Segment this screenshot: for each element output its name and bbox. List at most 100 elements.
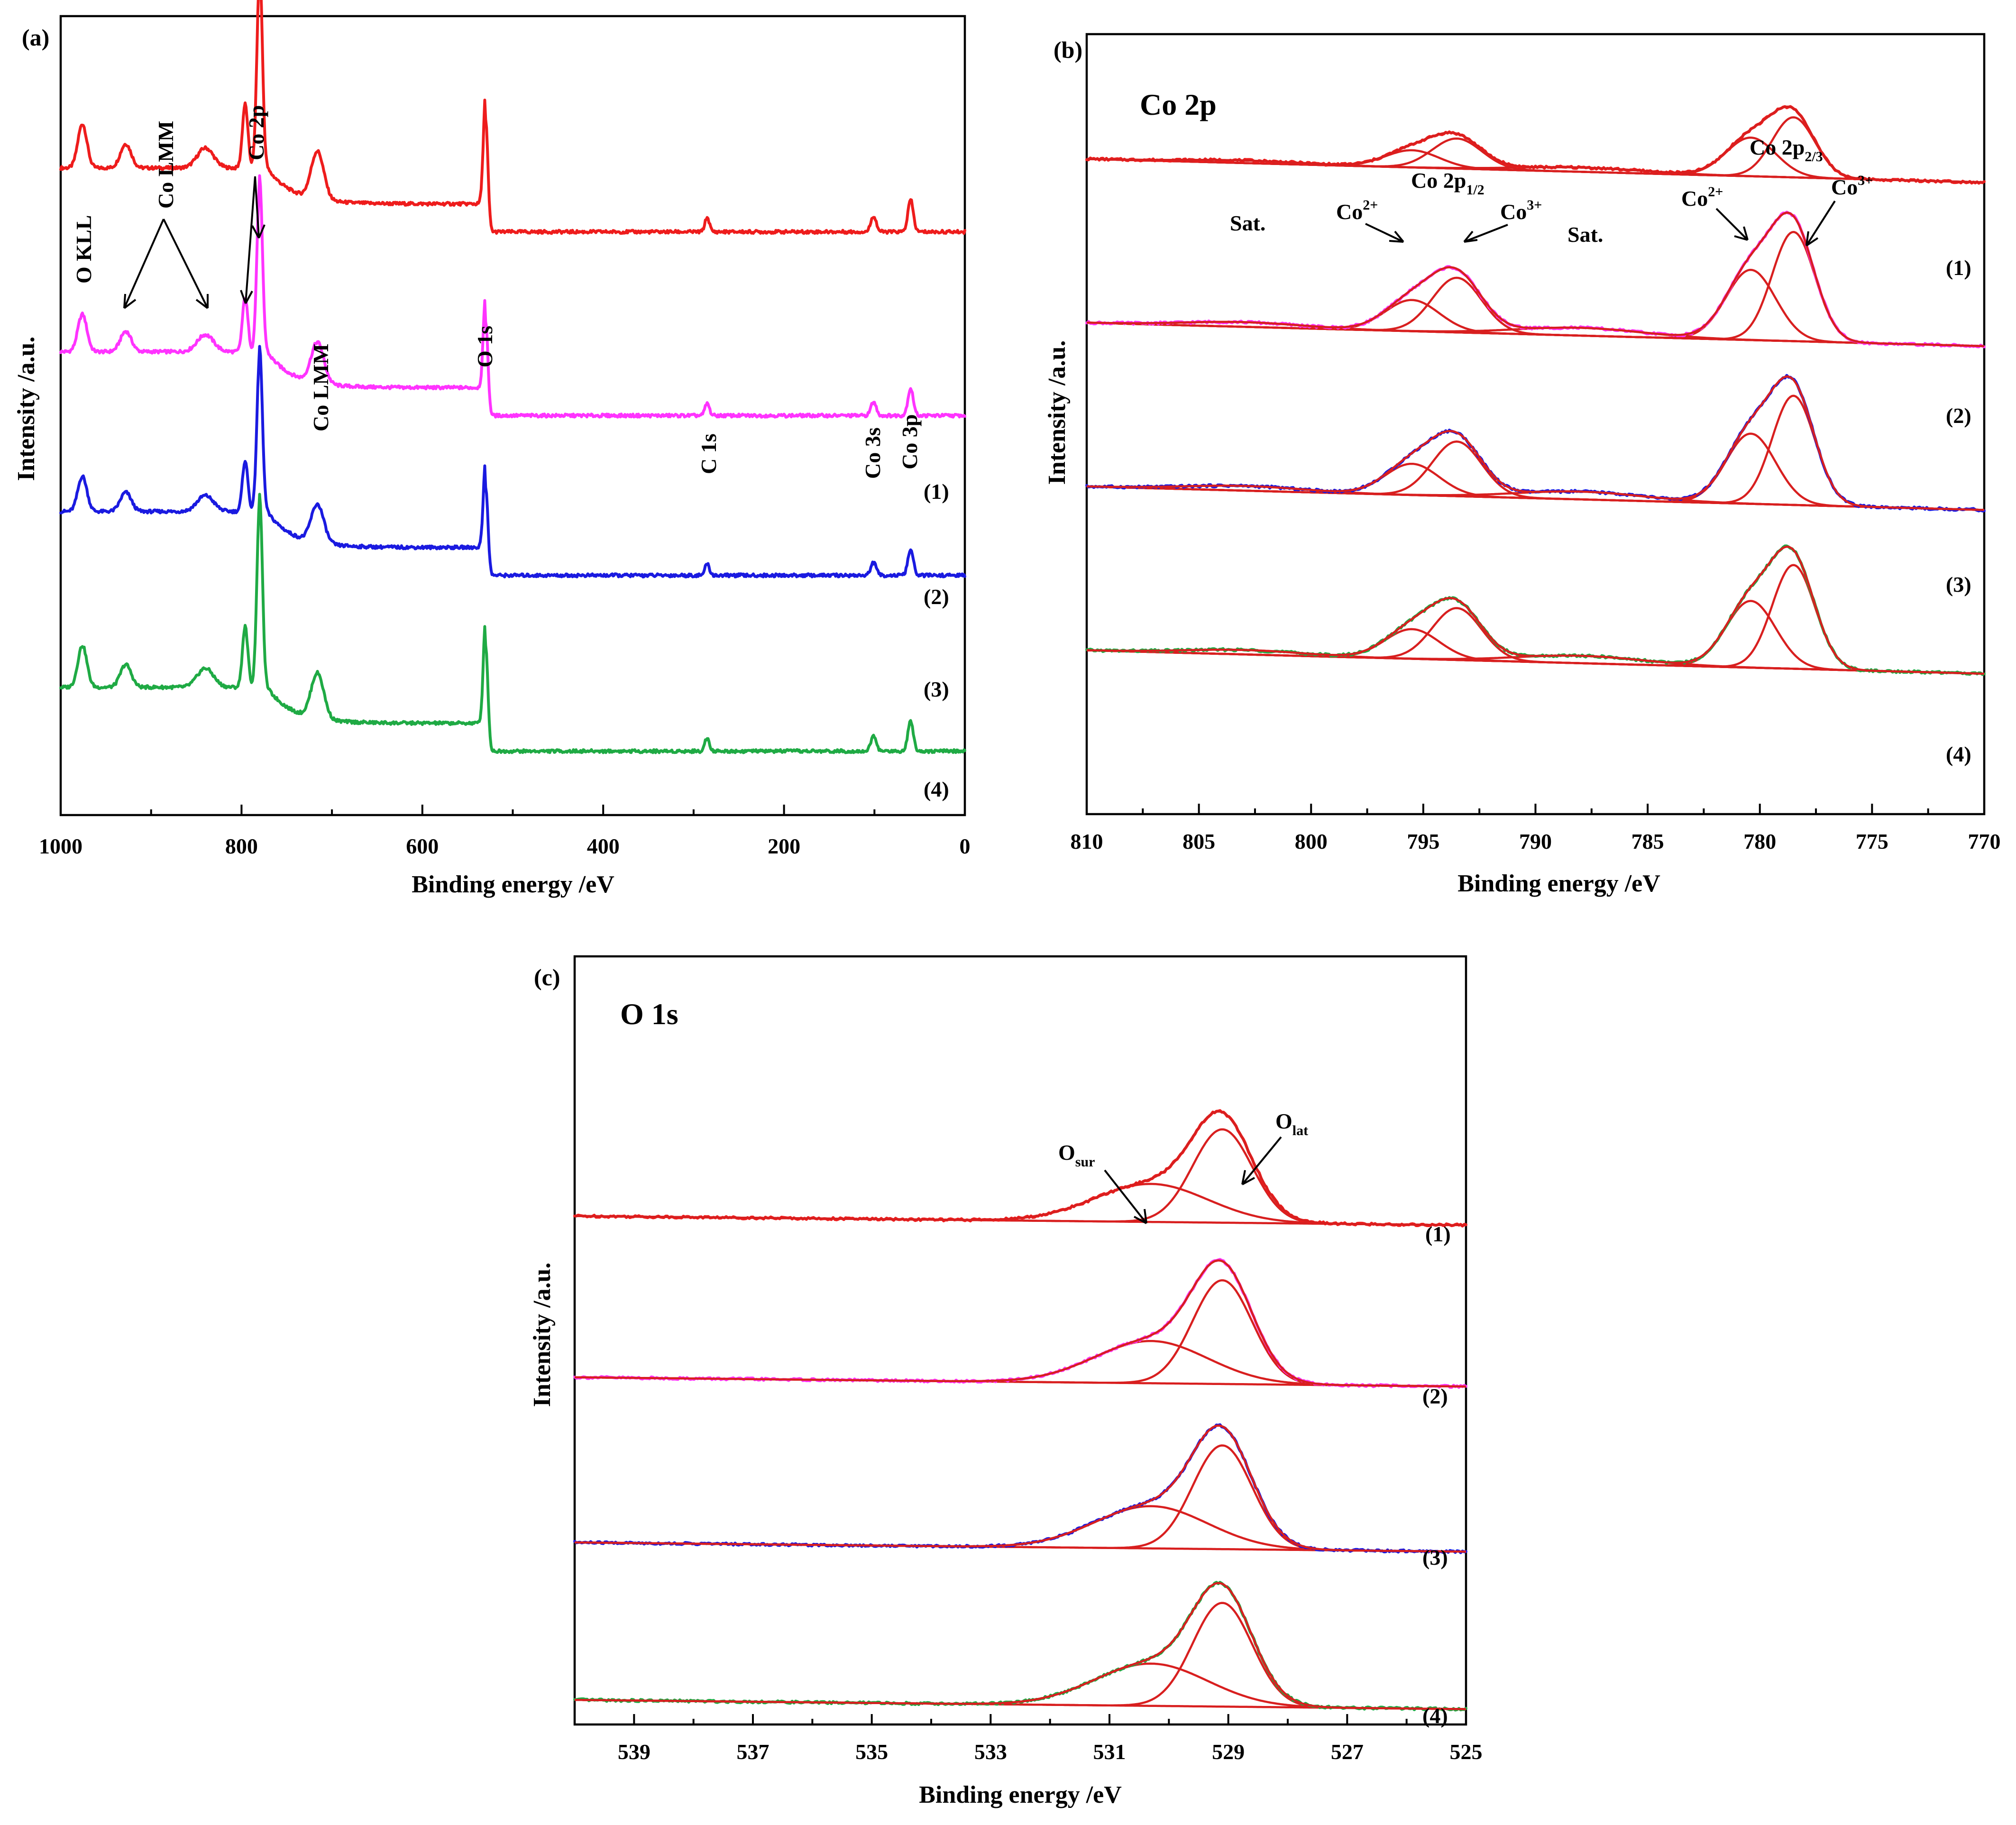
survey-trace-2 [59, 174, 966, 419]
panel-b-co2p23: Co 2p2/3 [1750, 135, 1823, 165]
survey-trace-4 [59, 493, 966, 754]
x-tick-label: 790 [1519, 829, 1552, 853]
panel-b-xlabel: Binding energy /eV [1457, 870, 1660, 897]
panel-a-ylabel: Intensity /a.u. [13, 337, 40, 481]
fit-envelope-1 [575, 1110, 1466, 1227]
panel-c-title: O 1s [620, 997, 678, 1031]
panel-b-ylabel: Intensity /a.u. [1044, 340, 1071, 485]
x-tick-label: 785 [1631, 829, 1664, 853]
panel-b-co3-right-main: Co [1831, 175, 1858, 199]
fit-envelope-3 [1086, 375, 1984, 511]
arrow-co-2p-a [240, 176, 256, 304]
arrow-co-lmm-b [163, 219, 209, 309]
x-tick-label: 800 [225, 834, 258, 858]
fit-component-1-2 [575, 1128, 1466, 1227]
panel-c-olat: Olat [1275, 1109, 1308, 1138]
panel-b-co3-right: Co3+ [1831, 173, 1873, 199]
experimental-trace-2 [573, 1258, 1467, 1389]
x-tick-label: 400 [587, 834, 620, 858]
fit-envelope-4 [575, 1582, 1466, 1710]
panel-c-osur-sub: sur [1075, 1154, 1095, 1170]
panel-b-co3-left-sup: 3+ [1527, 197, 1542, 213]
panel-c-o1s: 539 537 535 533 531 529 527 525 (c) O 1s Bindin… [529, 955, 1483, 1808]
panel-c-arrow-osur [1104, 1169, 1147, 1224]
panel-a-label: (a) [22, 24, 49, 51]
panel-b-co2-right: Co2+ [1681, 184, 1723, 211]
x-tick-label: 795 [1407, 829, 1439, 853]
fit-envelope-2 [575, 1259, 1466, 1388]
panel-b-co2p12: Co 2p1/2 [1411, 168, 1485, 198]
x-tick-label: 810 [1071, 829, 1103, 853]
panel-b-arrow-co3-left [1463, 224, 1508, 243]
panel-b-co2-left-sup: 2+ [1363, 197, 1378, 213]
experimental-trace-4 [573, 1581, 1467, 1712]
x-tick-label: 600 [406, 834, 439, 858]
panel-b-sat-1: Sat. [1230, 211, 1265, 235]
panel-a-sample-1: (1) [924, 479, 949, 504]
fit-component-4-2 [575, 1602, 1466, 1710]
panel-b-co3-right-sup: 3+ [1858, 173, 1873, 188]
panel-b-ticks: 810 805 800 795 790 785 780 775 770 [1071, 804, 2001, 853]
panel-c-frame [573, 955, 1467, 1726]
x-tick-label: 535 [855, 1740, 888, 1764]
panel-c-osur: Osur [1058, 1140, 1095, 1170]
x-tick-label: 780 [1743, 829, 1776, 853]
x-tick-label: 200 [768, 834, 800, 858]
panel-b-arrow-co3-right [1805, 200, 1836, 247]
fit-component-1-6 [1086, 116, 1984, 183]
panel-b-co2-right-main: Co [1681, 186, 1708, 211]
panel-a-xlabel: Binding energy /eV [412, 871, 614, 898]
panel-c-label: (c) [534, 964, 560, 990]
panel-c-sample-3: (3) [1422, 1545, 1448, 1569]
panel-c-olat-sub: lat [1292, 1123, 1308, 1138]
panel-b-sat-2: Sat. [1567, 222, 1603, 247]
x-tick-label: 800 [1295, 829, 1328, 853]
fit-component-3-2 [575, 1444, 1466, 1553]
fit-envelope-2 [1086, 211, 1985, 348]
anno-co-lmm-1: Co LMM [154, 121, 178, 209]
panel-a-traces [59, 0, 966, 754]
anno-c-1s: C 1s [696, 433, 721, 474]
panel-c-sample-4: (4) [1422, 1704, 1448, 1728]
panel-c-sample-2: (2) [1422, 1384, 1448, 1408]
panel-c-ticks: 539 537 535 533 531 529 527 525 [618, 1714, 1483, 1764]
panel-c-traces [573, 1109, 1467, 1712]
panel-a-ticks: 1000 800 600 400 200 0 [39, 805, 971, 858]
panel-b-sample-1: (1) [1946, 256, 1971, 280]
panel-b-sample-2: (2) [1946, 404, 1971, 428]
x-tick-label: 525 [1450, 1740, 1483, 1764]
x-tick-label: 1000 [39, 834, 82, 858]
panel-c-arrow-olat [1241, 1136, 1282, 1185]
panel-b-co2p: 810 805 800 795 790 785 780 775 770 (b) Co 2p Bi… [1044, 33, 2001, 897]
panel-c-xlabel: Binding energy /eV [919, 1781, 1122, 1808]
panel-b-arrow-co2-left [1365, 223, 1404, 243]
anno-o-1s: O 1s [473, 326, 497, 367]
panel-c-ylabel: Intensity /a.u. [529, 1263, 556, 1407]
fit-component-3-3 [1086, 440, 1984, 511]
panel-a-sample-2: (2) [924, 585, 949, 609]
panel-b-frame [1085, 33, 1986, 816]
panel-b-traces [1085, 105, 1986, 676]
panel-b-title: Co 2p [1140, 88, 1217, 121]
x-tick-label: 527 [1331, 1740, 1364, 1764]
panel-c-osur-main: O [1058, 1140, 1075, 1165]
x-tick-label: 537 [737, 1740, 770, 1764]
panel-b-arrow-co2-right [1715, 208, 1749, 241]
x-tick-label: 533 [974, 1740, 1007, 1764]
arrow-co-2p-b [251, 176, 266, 238]
panel-b-label: (b) [1054, 37, 1082, 63]
anno-co-3s: Co 3s [861, 427, 885, 479]
anno-co-lmm-2: Co LMM [309, 344, 333, 431]
panel-c-olat-main: O [1275, 1109, 1292, 1133]
panel-b-co2-left-main: Co [1336, 200, 1363, 224]
fit-component-2-3 [1087, 276, 1985, 348]
fit-envelope-1 [1087, 105, 1984, 183]
x-tick-label: 529 [1212, 1740, 1245, 1764]
panel-b-co2-left: Co2+ [1336, 197, 1378, 224]
fit-component-2-2 [575, 1279, 1466, 1388]
fit-envelope-4 [1086, 545, 1985, 675]
x-tick-label: 539 [618, 1740, 651, 1764]
anno-o-kll: O KLL [72, 215, 96, 284]
panel-b-co2-right-sup: 2+ [1708, 184, 1723, 200]
